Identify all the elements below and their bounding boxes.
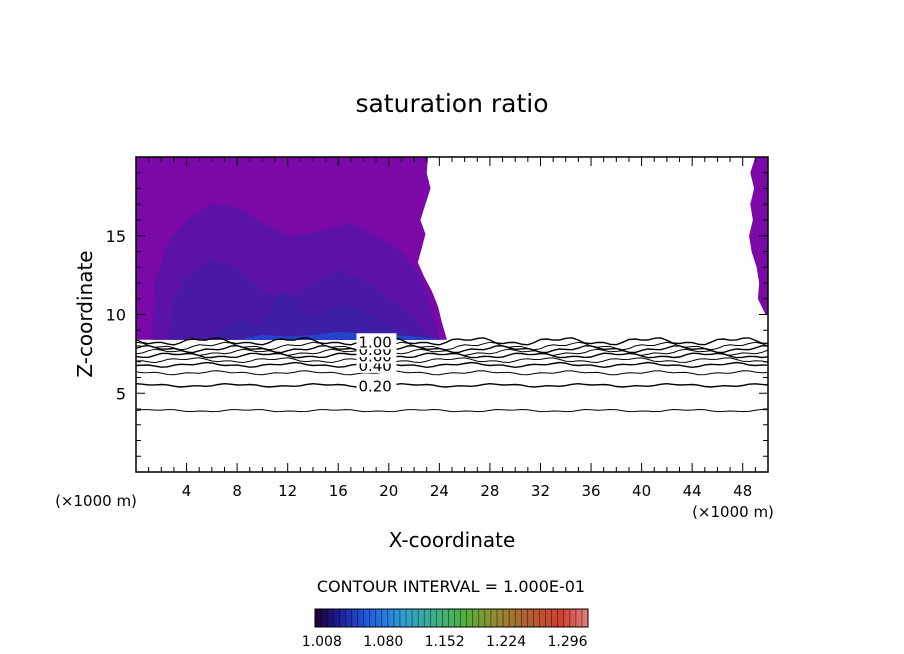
fill-level-3 xyxy=(211,290,427,340)
contour-line xyxy=(135,408,769,413)
x-tick-label: 8 xyxy=(232,482,242,500)
contour-interval-text: CONTOUR INTERVAL = 1.000E-01 xyxy=(317,577,585,596)
contour-line xyxy=(135,382,769,388)
contour-lines xyxy=(135,336,769,413)
chart-title: saturation ratio xyxy=(355,89,548,118)
x-tick-label: 24 xyxy=(430,482,449,500)
colorbar-tick-label: 1.224 xyxy=(486,634,526,650)
x-tick-label: 12 xyxy=(278,482,297,500)
x-tick-label: 32 xyxy=(531,482,550,500)
contour-labels: 0.200.400.600.801.00 xyxy=(356,333,397,395)
contour-line xyxy=(135,336,769,346)
x-axis-ticks: 4 8 12 16 20 24 28 32 36 40 44 48 xyxy=(148,157,756,500)
y-tick-label: 15 xyxy=(106,227,126,246)
x-tick-label: 4 xyxy=(182,482,192,500)
x-tick-label: 36 xyxy=(581,482,600,500)
colorbar-tick-label: 1.152 xyxy=(425,634,465,650)
contour-label-bg xyxy=(356,333,397,350)
y-axis-ticks: 5 10 15 xyxy=(106,172,768,457)
x-unit-left: (×1000 m) xyxy=(55,492,137,510)
x-tick-label: 28 xyxy=(480,482,499,500)
contour-line xyxy=(135,370,769,376)
y-tick-label: 5 xyxy=(116,384,126,403)
y-tick-label: 10 xyxy=(106,306,126,325)
y-axis-label: Z-coordinate xyxy=(73,250,97,377)
x-tick-label: 16 xyxy=(329,482,348,500)
colorbar-tick-label: 1.296 xyxy=(547,634,587,650)
contour-label: 0.20 xyxy=(358,377,391,395)
x-tick-label: 20 xyxy=(379,482,398,500)
fill-region-right xyxy=(749,157,768,315)
contour-line xyxy=(135,361,769,369)
colorbar-tick-label: 1.080 xyxy=(363,634,403,650)
colorbar-divisions xyxy=(320,609,583,627)
contour-label: 1.00 xyxy=(358,333,391,351)
x-tick-label: 44 xyxy=(683,482,702,500)
supersaturated-region xyxy=(136,157,768,340)
colorbar xyxy=(314,608,589,628)
x-axis-label: X-coordinate xyxy=(389,528,516,552)
contour-line xyxy=(135,352,769,359)
colorbar-tick-label: 1.008 xyxy=(302,634,342,650)
x-unit-right: (×1000 m) xyxy=(692,503,774,521)
contour-line xyxy=(135,341,769,351)
contour-line xyxy=(135,357,769,364)
colorbar-labels: 1.008 1.080 1.152 1.224 1.296 xyxy=(302,634,588,650)
contour-label-bg xyxy=(356,377,397,394)
x-tick-label: 40 xyxy=(632,482,651,500)
x-tick-label: 48 xyxy=(733,482,752,500)
